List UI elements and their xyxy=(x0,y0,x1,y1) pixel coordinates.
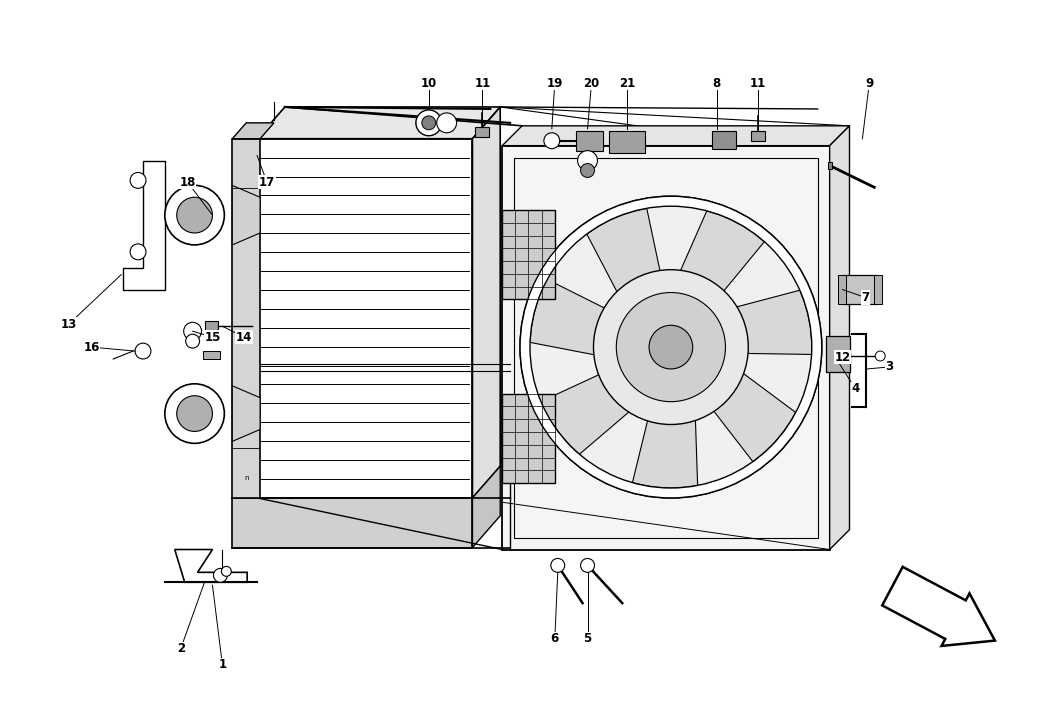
Bar xyxy=(843,275,878,304)
Bar xyxy=(828,162,832,170)
Polygon shape xyxy=(503,126,849,146)
Polygon shape xyxy=(232,186,260,245)
Circle shape xyxy=(421,116,436,130)
Polygon shape xyxy=(257,107,501,139)
Text: 7: 7 xyxy=(862,291,869,304)
Circle shape xyxy=(617,293,725,402)
Text: 4: 4 xyxy=(851,383,860,395)
Circle shape xyxy=(176,395,212,431)
Text: 11: 11 xyxy=(474,77,490,90)
Circle shape xyxy=(520,196,822,498)
Polygon shape xyxy=(636,301,796,462)
Bar xyxy=(514,157,817,538)
Circle shape xyxy=(551,559,565,572)
Polygon shape xyxy=(232,498,472,548)
Circle shape xyxy=(578,150,598,170)
Text: 15: 15 xyxy=(204,331,221,344)
Circle shape xyxy=(130,173,146,188)
Circle shape xyxy=(130,244,146,260)
Circle shape xyxy=(437,113,456,133)
Text: 19: 19 xyxy=(547,77,563,90)
Circle shape xyxy=(875,351,885,361)
Text: n: n xyxy=(244,475,248,481)
Circle shape xyxy=(593,270,749,424)
Polygon shape xyxy=(124,160,165,290)
Text: 6: 6 xyxy=(550,632,559,646)
Circle shape xyxy=(416,110,441,136)
Bar xyxy=(576,131,603,150)
Polygon shape xyxy=(633,296,698,488)
Text: 16: 16 xyxy=(83,341,99,354)
Text: 20: 20 xyxy=(583,77,600,90)
Polygon shape xyxy=(472,107,501,498)
Circle shape xyxy=(186,334,200,348)
Bar xyxy=(609,131,645,152)
Text: 1: 1 xyxy=(219,658,226,671)
Polygon shape xyxy=(257,139,472,498)
Bar xyxy=(205,321,219,331)
Bar xyxy=(837,275,846,304)
Bar xyxy=(826,336,850,372)
Circle shape xyxy=(222,567,231,577)
Polygon shape xyxy=(631,211,765,390)
Polygon shape xyxy=(503,394,554,483)
Text: 17: 17 xyxy=(259,176,276,189)
Text: 13: 13 xyxy=(60,318,77,331)
Text: 10: 10 xyxy=(420,77,437,90)
Polygon shape xyxy=(830,126,849,549)
Text: 14: 14 xyxy=(237,331,252,344)
Text: 8: 8 xyxy=(713,77,720,90)
Text: 18: 18 xyxy=(180,176,195,189)
Text: 3: 3 xyxy=(885,360,893,373)
Polygon shape xyxy=(530,280,719,377)
Text: 21: 21 xyxy=(619,77,636,90)
Bar xyxy=(203,351,221,359)
Text: 5: 5 xyxy=(583,632,591,646)
Circle shape xyxy=(213,569,227,582)
Text: 12: 12 xyxy=(834,351,851,364)
Polygon shape xyxy=(587,209,686,398)
Circle shape xyxy=(176,197,212,233)
Circle shape xyxy=(544,133,560,149)
Polygon shape xyxy=(232,139,260,498)
Circle shape xyxy=(165,384,224,444)
Bar xyxy=(751,131,766,141)
Text: 9: 9 xyxy=(865,77,873,90)
Circle shape xyxy=(135,343,151,359)
Text: 11: 11 xyxy=(750,77,767,90)
Polygon shape xyxy=(882,567,995,646)
Text: 2: 2 xyxy=(176,642,185,655)
Bar xyxy=(712,131,736,149)
Circle shape xyxy=(165,186,224,245)
Polygon shape xyxy=(503,146,830,549)
Polygon shape xyxy=(503,210,554,300)
Polygon shape xyxy=(619,290,812,354)
Polygon shape xyxy=(174,549,247,582)
Bar xyxy=(475,127,489,137)
Polygon shape xyxy=(472,466,501,548)
Circle shape xyxy=(184,322,202,340)
Polygon shape xyxy=(541,321,720,454)
Circle shape xyxy=(581,559,595,572)
Bar xyxy=(874,275,882,304)
Polygon shape xyxy=(232,123,274,139)
Circle shape xyxy=(649,325,693,369)
Circle shape xyxy=(581,163,595,178)
Polygon shape xyxy=(232,386,260,441)
